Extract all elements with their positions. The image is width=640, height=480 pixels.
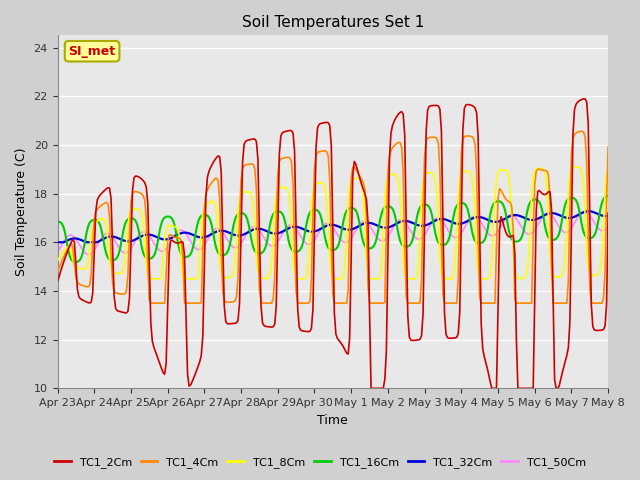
Legend: TC1_2Cm, TC1_4Cm, TC1_8Cm, TC1_16Cm, TC1_32Cm, TC1_50Cm: TC1_2Cm, TC1_4Cm, TC1_8Cm, TC1_16Cm, TC1… bbox=[49, 452, 591, 472]
Y-axis label: Soil Temperature (C): Soil Temperature (C) bbox=[15, 147, 28, 276]
X-axis label: Time: Time bbox=[317, 414, 348, 427]
Text: SI_met: SI_met bbox=[68, 45, 116, 58]
Title: Soil Temperatures Set 1: Soil Temperatures Set 1 bbox=[242, 15, 424, 30]
